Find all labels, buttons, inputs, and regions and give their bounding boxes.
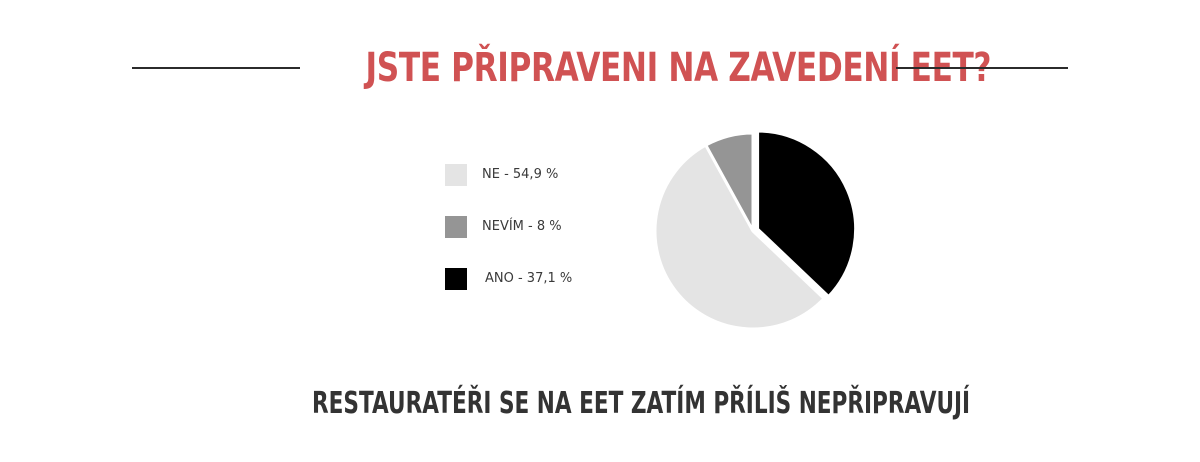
pie-slice-ano [756,129,858,299]
pie-chart [653,129,858,331]
legend-item-nevim: NEVÍM - 8 % [445,216,665,240]
legend-label-ne: NE - 54,9 % [482,167,559,182]
legend-swatch-ne [445,164,467,186]
title-rule-left [132,67,300,69]
chart-title: JSTE PŘIPRAVENI NA ZAVEDENÍ EET? [365,45,992,91]
legend-item-ne: NE - 54,9 % [445,164,665,188]
pie-slice-nevim [703,131,755,232]
pie-slice-ne [653,143,827,331]
legend-swatch-nevim [445,216,467,238]
legend-swatch-ano [445,268,467,290]
chart-subtitle: RESTAURATÉŘI SE NA EET ZATÍM PŘÍLIŠ NEPŘ… [312,386,971,421]
title-row: JSTE PŘIPRAVENI NA ZAVEDENÍ EET? [0,40,1200,100]
legend-label-ano: ANO - 37,1 % [485,271,573,286]
legend-item-ano: ANO - 37,1 % [445,268,665,292]
title-rule-right [896,67,1068,69]
pie-chart-area [648,126,858,336]
legend-label-nevim: NEVÍM - 8 % [482,219,562,234]
